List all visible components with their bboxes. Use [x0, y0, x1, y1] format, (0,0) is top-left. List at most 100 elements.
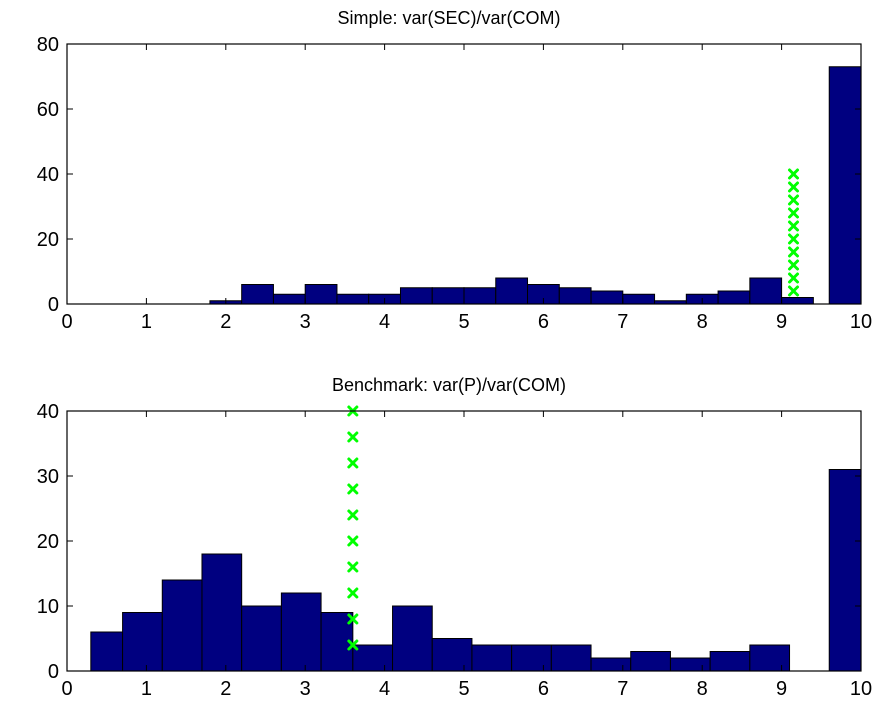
threshold-marker: [788, 246, 800, 258]
simple-histogram-panel: Simple: var(SEC)/var(COM) 0 1 2 3 4 5 6 7 8 9 10 0 2…: [37, 8, 872, 333]
y-tick-label: 30: [37, 466, 59, 488]
marker-stroke: [347, 535, 359, 547]
histogram-bar: [90, 631, 124, 672]
threshold-marker: [788, 207, 800, 219]
x-tick-label: 2: [220, 311, 231, 333]
histogram-bar: [272, 293, 306, 305]
x-tick-label: 6: [538, 311, 549, 333]
threshold-marker: [347, 639, 359, 651]
threshold-marker: [788, 272, 800, 284]
histogram-bar: [463, 287, 497, 305]
y-tick-label: 0: [48, 661, 59, 683]
marker-stroke: [347, 561, 359, 573]
histogram-bar: [550, 644, 592, 672]
x-tick-label: 1: [141, 678, 152, 700]
histogram-bar: [399, 287, 433, 305]
plot-frame: [66, 43, 862, 305]
chart-title: Simple: var(SEC)/var(COM): [337, 8, 560, 28]
threshold-marker: [347, 561, 359, 573]
histogram-bar: [749, 277, 783, 305]
marker-stroke: [788, 168, 800, 180]
threshold-marker: [347, 457, 359, 469]
histogram-bar: [590, 657, 632, 672]
marker-stroke: [788, 246, 800, 258]
histogram-bar: [495, 277, 529, 305]
threshold-marker: [788, 220, 800, 232]
x-tick-label: 5: [458, 678, 469, 700]
x-tick-label: 3: [300, 311, 311, 333]
threshold-marker: [347, 535, 359, 547]
histogram-bar: [717, 290, 751, 305]
x-tick-label: 4: [379, 678, 390, 700]
x-tick-label: 8: [697, 678, 708, 700]
x-tick-label: 8: [697, 311, 708, 333]
marker-stroke: [347, 509, 359, 521]
histogram-bar: [161, 579, 203, 672]
histogram-bar: [336, 293, 370, 305]
marker-stroke: [788, 272, 800, 284]
threshold-marker: [347, 483, 359, 495]
y-tick-label: 20: [37, 531, 59, 553]
histogram-bar: [352, 644, 394, 672]
threshold-marker: [788, 259, 800, 271]
histogram-bar: [511, 644, 552, 672]
chart-title: Benchmark: var(P)/var(COM): [332, 375, 566, 395]
histogram-bar: [304, 284, 338, 305]
histogram-bar: [781, 297, 814, 305]
histogram-bar: [241, 284, 274, 305]
x-tick-label: 6: [538, 678, 549, 700]
histogram-bar: [558, 287, 592, 305]
histogram-bar: [749, 644, 791, 672]
marker-stroke: [347, 639, 359, 651]
marker-stroke: [347, 483, 359, 495]
histogram-bar: [431, 287, 465, 305]
y-tick-label: 20: [37, 229, 59, 251]
marker-stroke: [788, 285, 800, 297]
histogram-bar: [241, 605, 282, 672]
histogram-bar: [709, 651, 751, 672]
histogram-bar: [630, 651, 671, 672]
marker-stroke: [788, 207, 800, 219]
benchmark-histogram-panel: Benchmark: var(P)/var(COM) 0 1 2 3 4 5 6 7 8 9 10 0…: [37, 375, 872, 700]
threshold-marker: [788, 285, 800, 297]
histogram-bar: [828, 66, 862, 305]
threshold-marker: [347, 509, 359, 521]
marker-stroke: [347, 613, 359, 625]
x-tick-label: 1: [141, 311, 152, 333]
x-tick-label: 0: [61, 311, 72, 333]
histogram-bar: [431, 638, 473, 672]
x-tick-label: 3: [300, 678, 311, 700]
marker-stroke: [347, 457, 359, 469]
threshold-marker: [788, 181, 800, 193]
histogram-bar: [590, 290, 624, 305]
x-tick-label: 0: [61, 678, 72, 700]
marker-stroke: [788, 194, 800, 206]
y-tick-label: 40: [37, 164, 59, 186]
y-tick-label: 60: [37, 99, 59, 121]
x-tick-label: 9: [776, 678, 787, 700]
y-tick-label: 40: [37, 401, 59, 423]
x-tick-label: 4: [379, 311, 390, 333]
marker-stroke: [788, 233, 800, 245]
threshold-marker: [788, 233, 800, 245]
histogram-bar: [201, 553, 243, 672]
histogram-bar: [471, 644, 513, 672]
marker-stroke: [347, 587, 359, 599]
threshold-marker: [788, 168, 800, 180]
threshold-marker: [347, 587, 359, 599]
x-tick-label: 5: [458, 311, 469, 333]
threshold-marker: [347, 613, 359, 625]
x-tick-label: 10: [850, 311, 872, 333]
x-tick-label: 10: [850, 678, 872, 700]
marker-stroke: [788, 259, 800, 271]
histogram-bar: [280, 592, 322, 672]
x-tick-label: 7: [617, 311, 628, 333]
x-tick-label: 7: [617, 678, 628, 700]
histogram-bar: [122, 612, 163, 672]
y-tick-label: 0: [48, 294, 59, 316]
y-tick-label: 80: [37, 34, 59, 56]
x-tick-label: 9: [776, 311, 787, 333]
histogram-bar: [669, 657, 711, 672]
histogram-bar: [828, 469, 862, 672]
